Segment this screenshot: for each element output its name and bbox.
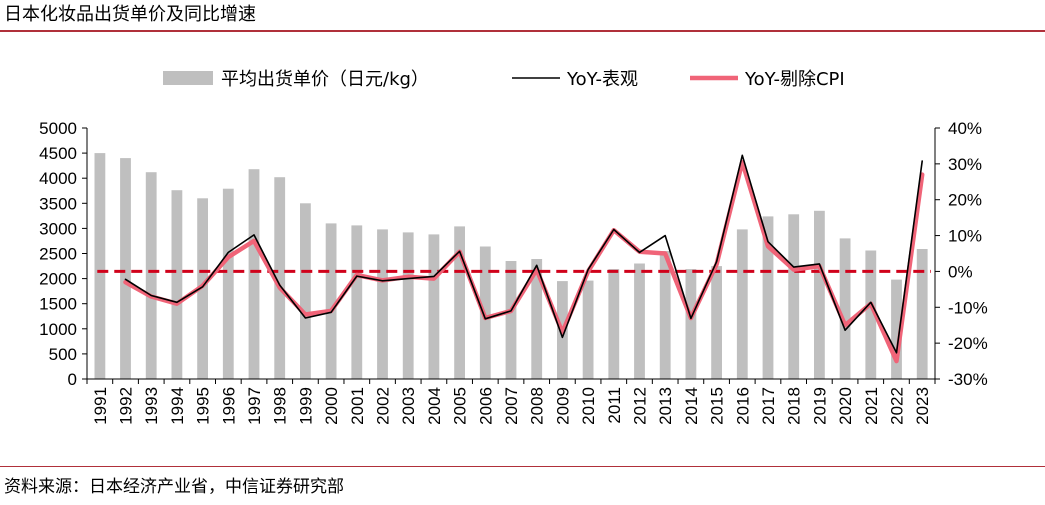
bar-2001 — [351, 225, 363, 379]
x-tick-label: 2006 — [476, 387, 495, 425]
x-tick-label: 2017 — [759, 387, 778, 425]
bar-2007 — [505, 261, 517, 379]
bar-2022 — [891, 279, 902, 379]
bar-2020 — [839, 238, 851, 379]
x-tick-label: 2001 — [348, 387, 367, 425]
y-right-tick-label: 40% — [948, 119, 982, 138]
bar-2004 — [428, 234, 440, 379]
x-tick-label: 2013 — [656, 387, 675, 425]
y-left-tick-label: 1000 — [39, 320, 77, 339]
bar-1992 — [120, 158, 131, 379]
legend-swatch-bar — [163, 71, 213, 85]
x-tick-label: 2004 — [425, 387, 444, 425]
bar-2014 — [685, 269, 697, 379]
bar-1998 — [274, 177, 286, 379]
x-tick-label: 1999 — [296, 387, 315, 425]
x-tick-label: 1993 — [142, 387, 161, 425]
x-tick-label: 2019 — [810, 387, 829, 425]
bar-2003 — [402, 232, 414, 379]
x-tick-label: 1996 — [219, 387, 238, 425]
line-yoy-ex-cpi — [123, 159, 925, 364]
bar-2019 — [814, 210, 825, 379]
bottom-rule — [0, 466, 1045, 467]
axes-group: 0 500 1000 1500 2000 2500 3000 3500 4000 4500 5000… — [39, 119, 988, 425]
bar-1997 — [248, 169, 260, 379]
bar-2023 — [916, 249, 928, 379]
y-right-tick-label: -10% — [948, 298, 988, 317]
x-tick-label: 2011 — [605, 387, 624, 424]
bar-2021 — [865, 250, 877, 379]
y-right-tick-label: -20% — [948, 334, 988, 353]
y-left-tick-label: 2500 — [39, 245, 77, 264]
bar-1996 — [222, 188, 234, 379]
bar-2011 — [608, 269, 620, 379]
x-tick-label: 1995 — [194, 387, 213, 425]
x-tick-label: 2000 — [322, 387, 341, 425]
y-left-tick-label: 0 — [68, 370, 77, 389]
x-tick-label: 2022 — [888, 387, 907, 425]
source-note: 资料来源：日本经济产业省，中信证券研究部 — [4, 477, 344, 497]
x-tick-label: 2010 — [579, 387, 598, 425]
x-tick-label: 2015 — [708, 387, 727, 425]
bar-2012 — [634, 263, 645, 379]
y-right-tick-label: 20% — [948, 191, 982, 210]
bar-2005 — [454, 226, 465, 379]
x-tick-label: 2007 — [502, 387, 521, 425]
x-tick-label: 1991 — [91, 387, 110, 425]
x-tick-label: 2002 — [374, 387, 393, 425]
bar-2016 — [736, 229, 748, 379]
top-rule — [0, 30, 1045, 32]
bar-2000 — [325, 223, 337, 379]
x-tick-label: 1994 — [168, 387, 187, 425]
x-tick-label: 2016 — [733, 387, 752, 425]
bar-1993 — [145, 172, 157, 379]
y-right-tick-label: 10% — [948, 227, 982, 246]
legend-label-price: 平均出货单价（日元/kg） — [221, 69, 429, 90]
bar-1999 — [300, 203, 311, 379]
chart: 平均出货单价（日元/kg） YoY-表观 YoY-剔除CPI 0 500 1000 1… — [39, 69, 988, 425]
x-tick-label: 2020 — [836, 387, 855, 425]
x-tick-label: 1998 — [271, 387, 290, 425]
x-tick-label: 1992 — [117, 387, 136, 425]
legend-label-yoy-apparent: YoY-表观 — [566, 69, 638, 90]
chart-title: 日本化妆品出货单价及同比增速 — [4, 4, 256, 25]
legend-label-yoy-ex-cpi: YoY-剔除CPI — [744, 69, 845, 90]
x-tick-label: 2003 — [399, 387, 418, 425]
y-left-tick-label: 3500 — [39, 194, 77, 213]
bar-2017 — [762, 216, 774, 379]
x-tick-label: 2021 — [862, 387, 881, 425]
line-yoy-apparent — [124, 154, 924, 354]
y-left-tick-label: 5000 — [39, 119, 77, 138]
bar-2013 — [659, 251, 671, 379]
y-right-tick-label: -30% — [948, 370, 988, 389]
bar-2010 — [582, 280, 594, 379]
y-right-tick-label: 0% — [948, 262, 973, 281]
y-left-tick-label: 500 — [49, 345, 77, 364]
y-left-tick-label: 4500 — [39, 144, 77, 163]
bar-2015 — [711, 266, 722, 379]
x-tick-label: 2014 — [682, 387, 701, 425]
lines-group — [123, 154, 925, 364]
legend: 平均出货单价（日元/kg） YoY-表观 YoY-剔除CPI — [163, 69, 845, 90]
x-tick-label: 2023 — [913, 387, 932, 425]
x-tick-label: 2009 — [553, 387, 572, 425]
bar-2002 — [377, 229, 388, 379]
bar-1991 — [94, 153, 106, 379]
x-tick-label: 2012 — [631, 387, 650, 425]
bar-1994 — [171, 190, 183, 379]
bar-2008 — [531, 259, 543, 379]
y-left-tick-label: 3000 — [39, 219, 77, 238]
bar-1995 — [197, 198, 208, 379]
bar-2018 — [788, 214, 800, 379]
y-right-tick-label: 30% — [948, 155, 982, 174]
x-tick-label: 2018 — [785, 387, 804, 425]
y-left-tick-label: 2000 — [39, 270, 77, 289]
x-tick-label: 1997 — [245, 387, 264, 425]
y-left-tick-label: 1500 — [39, 295, 77, 314]
x-tick-label: 2005 — [451, 387, 470, 425]
x-tick-label: 2008 — [528, 387, 547, 425]
y-left-tick-label: 4000 — [39, 169, 77, 188]
